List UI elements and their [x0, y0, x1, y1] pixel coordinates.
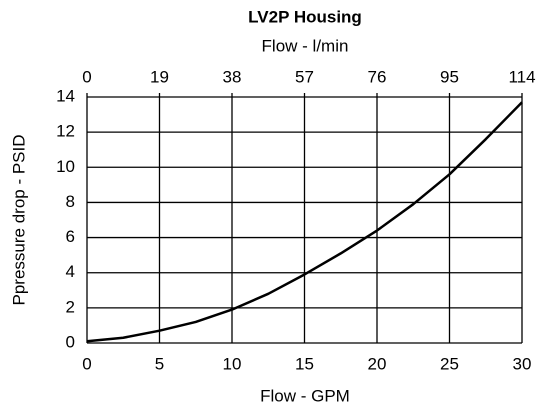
x-axis-label: Flow - GPM: [260, 386, 350, 405]
x-tick-label: 10: [223, 354, 242, 373]
x-tick-label: 25: [440, 354, 459, 373]
x-tick-label: 20: [368, 354, 387, 373]
chart-title: LV2P Housing: [248, 7, 362, 26]
x-tick-label: 30: [513, 354, 532, 373]
x-tick-label: 5: [155, 354, 164, 373]
y-tick-label: 2: [66, 297, 75, 316]
top-tick-label: 114: [508, 67, 535, 86]
top-tick-label: 57: [295, 67, 314, 86]
x-tick-label: 15: [295, 354, 314, 373]
top-tick-label: 38: [223, 67, 242, 86]
top-axis-label: Flow - l/min: [262, 36, 349, 55]
y-tick-label: 14: [56, 86, 75, 105]
y-axis-label: Ppressure drop - PSID: [9, 134, 28, 305]
y-tick-label: 4: [66, 262, 75, 281]
top-tick-label: 19: [150, 67, 169, 86]
y-tick-label: 0: [66, 332, 75, 351]
top-tick-label: 76: [368, 67, 387, 86]
y-tick-label: 10: [56, 157, 75, 176]
top-tick-label: 95: [440, 67, 459, 86]
y-tick-label: 6: [66, 227, 75, 246]
y-tick-label: 8: [66, 192, 75, 211]
top-tick-label: 0: [82, 67, 91, 86]
y-tick-label: 12: [56, 122, 75, 141]
data-line: [86, 101, 523, 343]
x-tick-label: 0: [82, 354, 91, 373]
